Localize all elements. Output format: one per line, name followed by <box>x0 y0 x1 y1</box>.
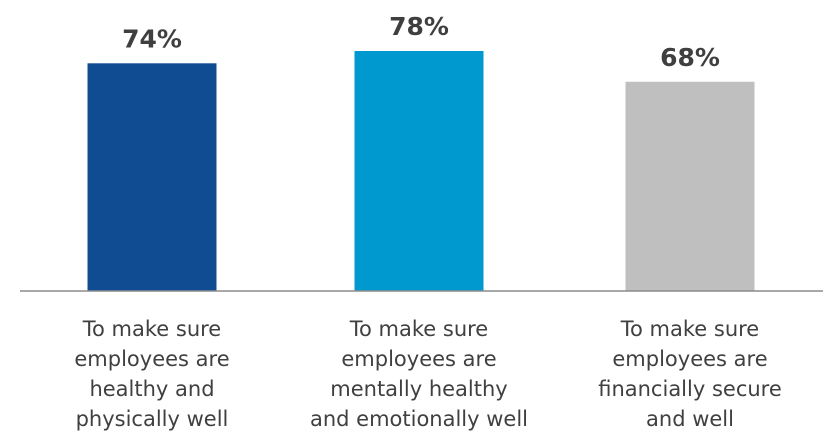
value-labels-group: 74% 78% 68% <box>122 12 720 72</box>
bar-3 <box>625 81 755 291</box>
category-label-line: To make sure <box>349 317 488 341</box>
category-label-line: mentally healthy <box>330 377 507 401</box>
category-labels-group: To make sure employees are healthy and phys… <box>74 317 781 431</box>
category-label-line: physically well <box>76 407 229 431</box>
value-label-3: 68% <box>660 43 720 72</box>
category-label-line: and well <box>646 407 734 431</box>
category-label-line: employees are <box>74 347 229 371</box>
bars-group <box>87 50 755 291</box>
category-label-1: To make sure employees are healthy and phys… <box>74 317 229 431</box>
category-label-line: healthy and <box>89 377 214 401</box>
value-label-2: 78% <box>389 12 449 41</box>
category-label-line: and emotionally well <box>310 407 528 431</box>
category-label-line: financially secure <box>598 377 782 401</box>
category-label-line: To make sure <box>620 317 759 341</box>
value-label-1: 74% <box>122 24 182 53</box>
bar-1 <box>87 63 217 291</box>
category-label-3: To make sure employees are financially sec… <box>598 317 782 431</box>
bar-2 <box>354 50 484 291</box>
category-label-line: employees are <box>612 347 767 371</box>
category-label-line: To make sure <box>82 317 221 341</box>
category-label-2: To make sure employees are mentally health… <box>310 317 528 431</box>
category-label-line: employees are <box>341 347 496 371</box>
